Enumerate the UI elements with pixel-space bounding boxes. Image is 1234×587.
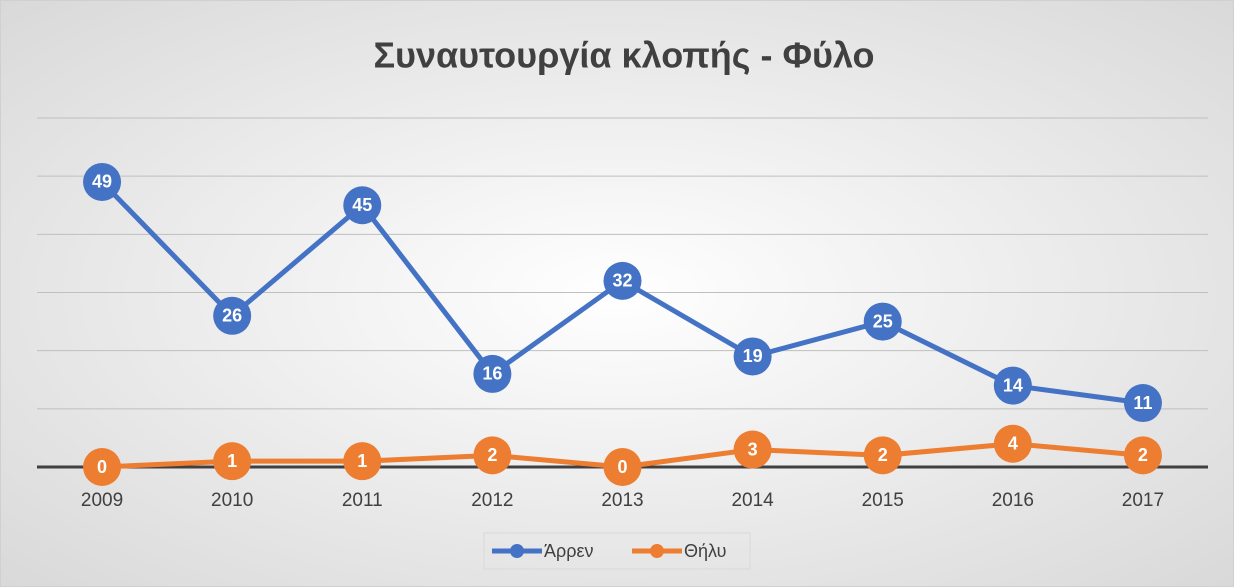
marker <box>993 424 1032 463</box>
data-label: 1 <box>357 451 367 471</box>
data-label: 2 <box>487 445 497 465</box>
legend-marker <box>650 544 664 558</box>
data-label: 1 <box>227 451 237 471</box>
marker <box>733 337 772 376</box>
marker <box>83 162 122 201</box>
marker <box>213 442 252 481</box>
data-label: 0 <box>97 457 107 477</box>
marker <box>863 436 902 475</box>
marker <box>83 448 122 486</box>
data-label: 49 <box>92 172 112 192</box>
data-label: 25 <box>873 311 893 331</box>
marker <box>473 354 512 393</box>
marker <box>343 442 382 481</box>
x-tick-label: 2010 <box>211 490 253 511</box>
data-label: 16 <box>482 364 502 384</box>
data-label: 14 <box>1003 375 1023 395</box>
marker <box>473 436 512 475</box>
data-label: 19 <box>743 346 763 366</box>
data-label: 2 <box>1138 445 1148 465</box>
legend-box <box>483 532 751 570</box>
marker <box>1123 384 1162 423</box>
marker <box>993 366 1032 405</box>
x-tick-label: 2009 <box>81 490 123 511</box>
data-label: 32 <box>612 271 632 291</box>
x-tick-label: 2011 <box>342 490 383 511</box>
legend-marker <box>510 544 524 558</box>
data-label: 2 <box>878 445 888 465</box>
data-label: 45 <box>352 195 372 215</box>
marker <box>733 430 772 469</box>
chart-title: Συναυτουργία κλοπής - Φύλο <box>373 35 874 76</box>
x-tick-label: 2016 <box>992 490 1034 511</box>
x-tick-label: 2017 <box>1122 490 1164 511</box>
x-tick-label: 2012 <box>471 490 513 511</box>
data-label: 26 <box>222 306 242 326</box>
legend-label: Θήλυ <box>684 541 726 561</box>
marker <box>1123 436 1162 475</box>
x-tick-label: 2014 <box>731 490 774 511</box>
marker <box>603 448 642 486</box>
marker <box>213 296 252 335</box>
marker <box>603 261 642 300</box>
x-tick-label: 2013 <box>601 490 643 511</box>
marker <box>863 302 902 341</box>
legend-label: Άρρεν <box>544 541 594 561</box>
data-label: 0 <box>617 457 627 477</box>
data-label: 3 <box>748 439 758 459</box>
x-tick-label: 2015 <box>862 490 904 511</box>
data-label: 4 <box>1008 433 1018 453</box>
marker <box>343 186 382 225</box>
data-label: 11 <box>1133 393 1152 413</box>
